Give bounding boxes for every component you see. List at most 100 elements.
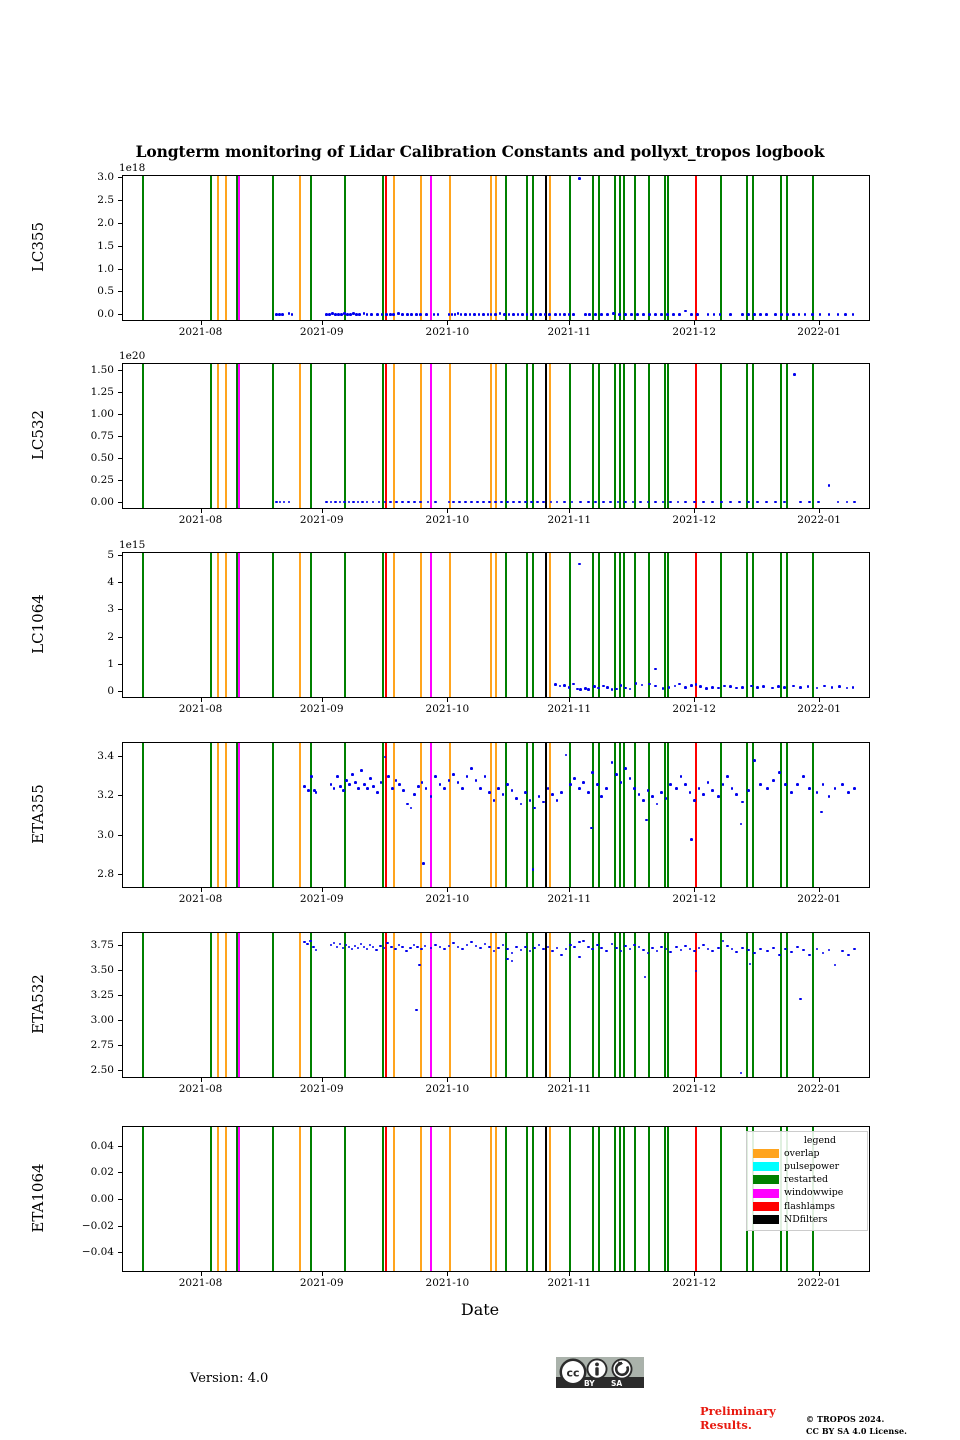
legend-swatch-windowwipe — [753, 1188, 779, 1198]
y-tick-label: 1.5 — [97, 239, 114, 252]
event-line — [490, 743, 493, 887]
event-line — [531, 364, 534, 508]
data-point — [410, 312, 414, 316]
data-point — [661, 500, 665, 504]
y-axis-label-eta1064: ETA1064 — [29, 1163, 47, 1233]
data-point — [494, 500, 497, 504]
data-point — [637, 945, 641, 949]
event-line — [344, 1127, 347, 1271]
x-tick-mark — [819, 321, 821, 325]
x-tick-mark — [321, 509, 323, 513]
data-point — [588, 312, 592, 316]
data-point — [640, 683, 644, 687]
x-tick-label: 2022-01 — [797, 703, 841, 715]
data-point — [510, 789, 514, 792]
data-point — [747, 948, 750, 952]
event-line — [385, 176, 388, 320]
event-line — [647, 553, 650, 697]
event-line — [525, 553, 528, 697]
event-line — [720, 176, 723, 320]
data-point — [488, 945, 491, 949]
data-point — [429, 794, 433, 798]
data-point — [776, 685, 780, 688]
x-tick-label: 2021-09 — [299, 893, 344, 905]
event-line — [663, 176, 666, 320]
data-point — [342, 789, 345, 792]
y-tick-mark — [118, 609, 122, 611]
event-line — [237, 553, 240, 697]
event-line — [448, 176, 451, 320]
data-point — [675, 787, 678, 790]
data-point — [348, 783, 351, 786]
y-tick-label: −0.04 — [81, 1246, 114, 1259]
data-point — [576, 687, 580, 691]
x-tick-label: 2021-12 — [672, 326, 717, 338]
event-line — [618, 933, 621, 1077]
data-point — [489, 312, 493, 316]
event-line — [667, 933, 670, 1077]
y-tick-label: 0.04 — [90, 1139, 114, 1152]
plot-area-lc532 — [122, 363, 870, 509]
data-point — [394, 779, 398, 782]
data-point — [554, 312, 557, 316]
event-line — [568, 553, 571, 697]
data-point — [604, 787, 608, 790]
x-tick-label: 2021-11 — [547, 893, 592, 905]
data-point — [693, 949, 696, 953]
x-tick-label: 2021-12 — [672, 1083, 717, 1095]
data-point — [841, 783, 844, 786]
event-line — [647, 176, 650, 320]
data-point — [390, 787, 394, 790]
legend-swatch-overlap — [753, 1149, 779, 1159]
event-line — [745, 933, 748, 1077]
data-point — [702, 943, 705, 947]
data-point — [512, 312, 515, 316]
data-point — [820, 810, 823, 814]
event-line — [225, 553, 228, 697]
data-point — [501, 792, 505, 796]
y-tick-label: 2 — [107, 630, 114, 643]
event-line — [225, 743, 228, 887]
data-point — [537, 943, 541, 947]
data-point — [784, 947, 788, 951]
data-point — [601, 500, 605, 504]
event-line — [271, 743, 274, 887]
data-point — [365, 500, 369, 504]
event-line — [786, 933, 789, 1077]
event-line — [549, 933, 552, 1077]
data-point — [717, 794, 720, 798]
event-line — [237, 743, 240, 887]
x-tick-mark — [447, 1078, 449, 1082]
legend-label-ndfilters: NDfilters — [784, 1213, 828, 1225]
y-axis-exponent: 1e18 — [119, 162, 146, 174]
data-point — [564, 947, 568, 951]
y-tick-label: 0.00 — [90, 1193, 114, 1205]
data-point — [497, 946, 500, 950]
panel-lc532 — [122, 363, 870, 509]
panel-lc1064 — [122, 552, 870, 698]
data-point — [560, 791, 563, 794]
data-point — [642, 312, 645, 316]
data-point — [563, 500, 566, 504]
x-tick-label: 2021-12 — [672, 1277, 717, 1289]
plot-area-lc355 — [122, 175, 870, 321]
data-point — [506, 947, 509, 951]
data-point — [823, 684, 826, 688]
event-line — [237, 364, 240, 508]
event-line — [504, 743, 507, 887]
event-line — [525, 176, 528, 320]
legend-swatch-pulsepower — [753, 1162, 779, 1172]
event-line — [694, 743, 697, 887]
data-point — [429, 946, 433, 950]
y-tick-mark — [118, 200, 122, 202]
data-point — [370, 312, 373, 316]
data-point — [426, 500, 430, 504]
event-line — [694, 553, 697, 697]
data-point — [477, 312, 481, 316]
data-point — [631, 500, 635, 504]
event-line — [299, 743, 302, 887]
data-point — [579, 688, 583, 691]
legend-label-flashlamps: flashlamps — [784, 1200, 835, 1212]
data-point — [492, 798, 496, 802]
data-point — [376, 791, 379, 794]
